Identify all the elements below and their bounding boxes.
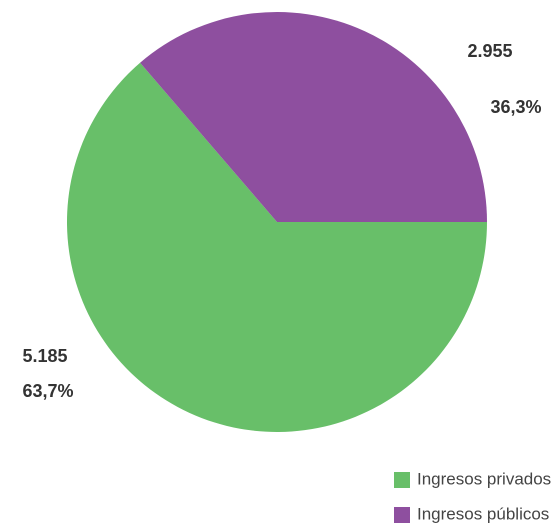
pie-slice xyxy=(66,62,488,432)
legend-label: Ingresos privados xyxy=(417,469,551,488)
pie-slice xyxy=(140,11,488,223)
percentage-label: 36,3% xyxy=(490,97,541,117)
value-label: 2.955 xyxy=(467,41,512,61)
legend-swatch xyxy=(394,472,410,488)
legend-swatch xyxy=(394,507,410,523)
value-label: 5.185 xyxy=(22,346,67,366)
percentage-label: 63,7% xyxy=(22,381,73,401)
legend-label: Ingresos públicos xyxy=(417,504,549,523)
